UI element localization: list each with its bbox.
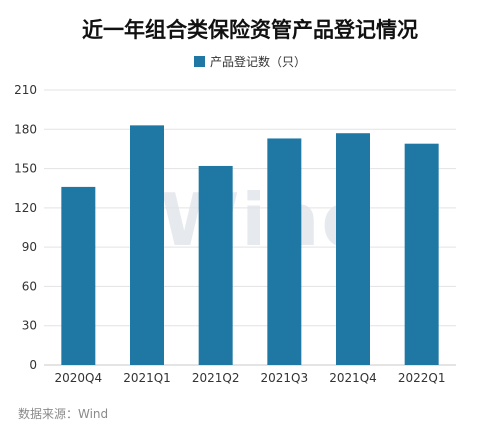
legend-swatch	[193, 56, 205, 67]
y-tick-label: 30	[22, 319, 37, 333]
y-axis-ticks: 0 30 60 90 120 150 180 210	[14, 83, 37, 372]
bar-2021Q1	[130, 125, 164, 365]
y-tick-label: 90	[22, 240, 37, 254]
bar-2021Q3	[267, 138, 302, 365]
bar-2020Q4	[61, 186, 96, 365]
x-tick-label: 2021Q4	[329, 371, 377, 385]
bars	[61, 125, 439, 365]
y-tick-label: 210	[14, 83, 37, 97]
y-tick-label: 0	[29, 358, 37, 372]
bar-2021Q2	[198, 165, 233, 365]
x-tick-label: 2022Q1	[398, 371, 446, 385]
x-axis-ticks: 2020Q4 2021Q1 2021Q2 2021Q3 2021Q4 2022Q1	[55, 371, 446, 385]
chart-title: 近一年组合类保险资管产品登记情况	[82, 18, 418, 42]
y-tick-label: 150	[14, 162, 37, 176]
chart-legend: 产品登记数（只）	[0, 53, 500, 70]
data-source-note: 数据来源：Wind	[18, 407, 109, 421]
y-tick-label: 120	[14, 201, 37, 215]
x-tick-label: 2021Q3	[261, 371, 309, 385]
y-tick-label: 180	[14, 122, 37, 136]
bar-2022Q1	[404, 143, 439, 365]
bar-2021Q4	[336, 133, 370, 365]
grid-lines	[44, 89, 456, 366]
legend-label: 产品登记数（只）	[209, 55, 306, 69]
x-tick-label: 2020Q4	[55, 371, 103, 385]
x-tick-label: 2021Q1	[123, 371, 171, 385]
y-tick-label: 60	[22, 279, 37, 293]
x-tick-label: 2021Q2	[192, 371, 240, 385]
